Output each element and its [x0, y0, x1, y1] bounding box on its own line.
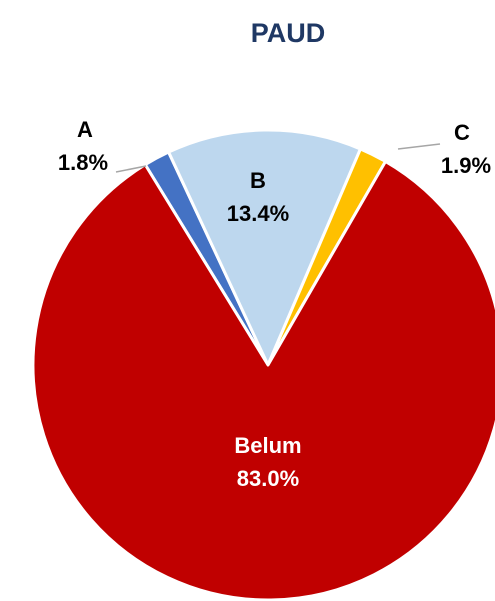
slice-label: B	[250, 168, 266, 193]
slice-value-label: 13.4%	[227, 201, 289, 226]
leader-line	[397, 143, 441, 150]
slice-label: Belum	[234, 433, 301, 458]
pie-slice	[167, 128, 362, 367]
leader-line	[115, 165, 147, 173]
slice-value-label: 1.8%	[58, 150, 108, 175]
chart-title: PAUD	[251, 18, 326, 48]
slice-value-label: 1.9%	[441, 153, 491, 178]
slice-value-label: 83.0%	[237, 466, 299, 491]
slice-label: A	[77, 117, 93, 142]
slice-label: C	[454, 120, 470, 145]
pie-slice	[31, 159, 495, 601]
